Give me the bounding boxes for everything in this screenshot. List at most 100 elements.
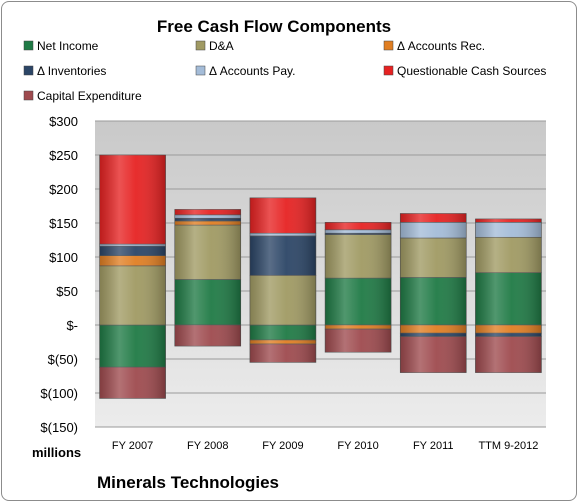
legend-swatch xyxy=(23,90,34,101)
y-axis-tick-labels: $300 $250 $200 $150 $100 $50 $- $(50) $(100) $(15… xyxy=(40,114,78,435)
y-tick-label: $(50) xyxy=(48,352,78,367)
chart-title: Free Cash Flow Components xyxy=(157,17,391,36)
legend-item: Net Income xyxy=(23,39,99,53)
bar-segment-shading xyxy=(174,214,241,219)
y-axis-unit-label: millions xyxy=(32,445,81,460)
legend-label: Δ Accounts Rec. xyxy=(397,39,485,53)
bar-segment xyxy=(324,328,392,353)
bar-segment-shading xyxy=(99,155,166,245)
bar-segment-shading xyxy=(99,246,166,256)
bar-segment xyxy=(249,339,317,345)
bar-segment xyxy=(475,222,542,238)
bar-segment xyxy=(99,154,166,245)
bar-segment xyxy=(399,213,467,223)
bar-segment-shading xyxy=(249,275,316,325)
legend-label: D&A xyxy=(209,39,234,53)
legend: Net Income D&A Δ Accounts Rec. Δ Inventorie… xyxy=(23,39,546,103)
bar-segment xyxy=(174,220,242,226)
legend-swatch xyxy=(195,40,206,51)
bar-segment-shading xyxy=(475,325,542,334)
bar-segment xyxy=(475,236,542,273)
bar-segment xyxy=(249,275,317,326)
bar-segment xyxy=(174,214,242,219)
bar-segment-shading xyxy=(325,329,392,353)
bar-segment-shading xyxy=(475,336,542,373)
legend-item: Δ Accounts Rec. xyxy=(383,39,485,53)
gridlines xyxy=(95,120,546,428)
bar-segment-shading xyxy=(174,325,241,347)
y-tick-label: $300 xyxy=(49,114,78,129)
legend-swatch xyxy=(23,40,34,51)
x-tick-label: FY 2010 xyxy=(337,440,378,452)
legend-swatch xyxy=(23,65,34,76)
y-tick-label: $50 xyxy=(56,284,78,299)
bar-segment xyxy=(399,237,467,278)
bar-segment-shading xyxy=(249,325,316,340)
bar-segment-shading xyxy=(325,233,392,235)
bar-segment xyxy=(174,217,242,222)
y-tick-label: $(150) xyxy=(40,420,78,435)
bar-segment xyxy=(399,277,467,326)
bar-segment-shading xyxy=(174,218,241,221)
bar-segment xyxy=(174,209,242,216)
bar-segment xyxy=(475,336,542,373)
bar-segment xyxy=(324,324,392,330)
x-axis-tick-labels: FY 2007 FY 2008 FY 2009 FY 2010 FY 2011 TTM 9… xyxy=(112,440,538,452)
bar-segment-shading xyxy=(400,277,467,325)
legend-item: Capital Expenditure xyxy=(23,89,142,103)
bar-segment-shading xyxy=(99,325,166,368)
bar-segment xyxy=(324,222,392,231)
bar-segment xyxy=(324,234,392,279)
legend-swatch xyxy=(383,40,394,51)
legend-swatch xyxy=(195,65,206,76)
bar-segment-shading xyxy=(475,333,542,337)
x-tick-label: TTM 9-2012 xyxy=(478,440,538,452)
legend-label: Capital Expenditure xyxy=(37,89,142,103)
x-tick-label: FY 2009 xyxy=(262,440,303,452)
bar-segment xyxy=(174,224,242,280)
y-tick-label: $250 xyxy=(49,148,78,163)
legend-label: Net Income xyxy=(37,39,99,53)
bar-segment xyxy=(399,332,467,337)
bar-segment-shading xyxy=(475,272,542,325)
bar-segment-shading xyxy=(174,209,241,215)
bar-segment-shading xyxy=(400,336,467,373)
bar-segment xyxy=(399,222,467,239)
bar-segment xyxy=(249,235,317,276)
bar-segment xyxy=(99,243,166,247)
legend-swatch xyxy=(383,65,394,76)
x-tick-label: FY 2008 xyxy=(187,440,228,452)
bar-segment-shading xyxy=(325,222,392,230)
legend-item: Δ Accounts Pay. xyxy=(195,64,296,78)
bar-segment-shading xyxy=(174,220,241,226)
x-tick-label: FY 2011 xyxy=(413,440,454,452)
bar-segment-shading xyxy=(249,344,316,363)
bar-segment-shading xyxy=(325,234,392,279)
legend-label: Δ Accounts Pay. xyxy=(209,64,296,78)
legend-label: Questionable Cash Sources xyxy=(397,64,546,78)
bar-segment-shading xyxy=(325,229,392,234)
bar-segment xyxy=(475,332,542,337)
bar-segment xyxy=(99,366,166,399)
bar-segment-shading xyxy=(400,325,467,334)
y-tick-label: $100 xyxy=(49,250,78,265)
legend-item: Questionable Cash Sources xyxy=(383,64,546,78)
legend-label: Δ Inventories xyxy=(37,64,106,78)
legend-item: Δ Inventories xyxy=(23,64,106,78)
plot-area xyxy=(95,121,546,427)
bar-segment xyxy=(99,265,166,326)
company-name: Minerals Technologies xyxy=(97,473,279,492)
bar-segment-shading xyxy=(249,233,316,236)
y-tick-label: $- xyxy=(66,318,78,333)
bar-segment xyxy=(99,324,166,368)
x-tick-label: FY 2007 xyxy=(112,440,153,452)
bar-segment-shading xyxy=(325,325,392,330)
bar-segment xyxy=(475,272,542,326)
bar-segment-shading xyxy=(400,222,467,238)
bar-segment xyxy=(399,336,467,373)
bar-segment-shading xyxy=(99,265,166,325)
bar-segment xyxy=(174,324,242,347)
y-tick-label: $200 xyxy=(49,182,78,197)
